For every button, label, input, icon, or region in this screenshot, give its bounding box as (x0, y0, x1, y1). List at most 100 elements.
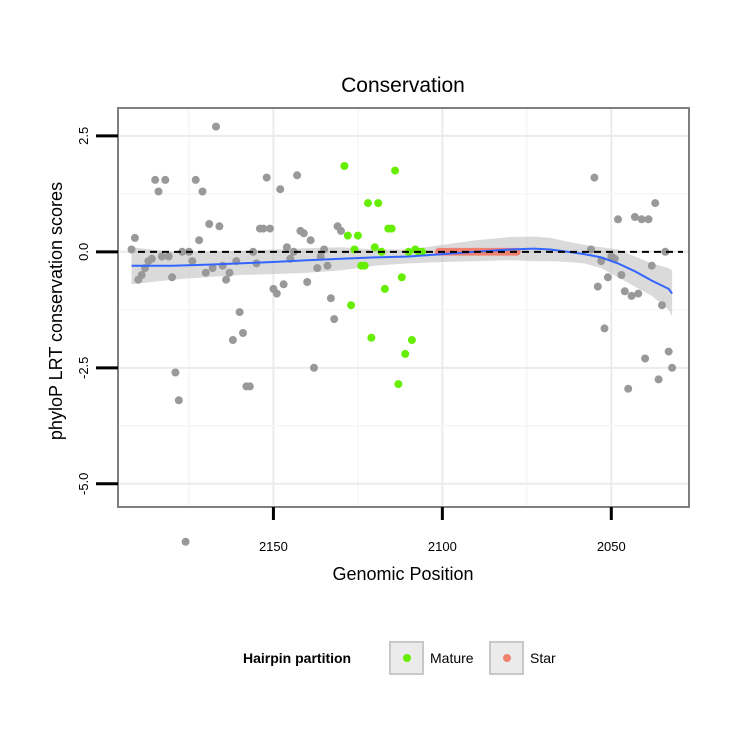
data-point-other (637, 215, 646, 224)
data-point-other (157, 252, 166, 261)
data-point-other (154, 187, 163, 196)
x-tick-label: 2100 (428, 539, 457, 554)
data-point-other (651, 199, 660, 208)
legend: Hairpin partition Mature Star (243, 641, 556, 675)
panel-background (118, 108, 689, 507)
data-point-other (310, 363, 318, 372)
data-point-mature (380, 284, 389, 293)
data-point-other (205, 220, 214, 228)
data-point-other (323, 261, 332, 270)
data-point-other (337, 226, 345, 235)
data-point-other (593, 282, 602, 291)
data-point-other (289, 247, 298, 256)
data-point-other (171, 368, 180, 377)
data-point-mature (407, 336, 416, 344)
data-point-mature (347, 301, 356, 310)
data-point-mature (394, 380, 403, 389)
data-point-other (161, 175, 170, 184)
data-point-mature (353, 231, 362, 240)
data-point-other (620, 287, 629, 296)
data-point-other (330, 315, 339, 324)
data-point-other (303, 278, 312, 286)
data-point-other (225, 268, 234, 277)
data-point-mature (391, 166, 400, 175)
data-point-other (215, 222, 224, 231)
data-point-other (228, 336, 237, 344)
data-point-mature (387, 224, 396, 233)
data-point-other (617, 271, 626, 279)
data-point-other (249, 247, 258, 256)
panel-border (117, 107, 690, 508)
x-axis-title: Genomic Position (332, 564, 473, 584)
data-point-other (624, 384, 633, 393)
data-point-other (212, 122, 220, 131)
data-point-other (188, 257, 197, 266)
data-point-mature (374, 199, 383, 208)
data-point-mature (367, 333, 376, 342)
data-point-other (127, 245, 136, 254)
plot-panel (117, 107, 690, 546)
legend-label-star: Star (530, 650, 556, 666)
data-point-other (658, 301, 666, 310)
data-point-other (313, 264, 322, 273)
data-point-mature (340, 162, 349, 170)
data-point-mature (370, 243, 379, 252)
data-point-other (600, 324, 609, 333)
data-point-other (262, 173, 271, 182)
data-point-other (276, 185, 285, 194)
chart-title: Conservation (341, 74, 465, 97)
data-point-other (245, 382, 254, 391)
data-point-other (641, 354, 650, 363)
legend-dot-mature (403, 654, 411, 662)
data-point-other (668, 363, 677, 372)
smooth-line (131, 247, 673, 295)
data-point-other (282, 243, 291, 252)
data-point-other (664, 347, 673, 356)
data-point-other (634, 289, 643, 298)
y-axis: 2.5 0.0 -2.5 -5.0 (76, 127, 118, 495)
data-point-other (198, 187, 207, 196)
data-point-other (661, 247, 670, 256)
legend-title: Hairpin partition (243, 650, 351, 666)
data-point-other (299, 229, 308, 238)
data-point-mature (397, 273, 406, 282)
legend-dot-star (503, 654, 511, 662)
data-point-other (627, 291, 636, 300)
data-point-other (316, 252, 325, 261)
data-point-other (191, 175, 200, 184)
data-point-other (272, 289, 281, 298)
y-axis-title: phyloP LRT conservation scores (46, 182, 66, 440)
data-point-other (235, 308, 244, 317)
data-point-other (630, 213, 639, 221)
x-tick-label: 2150 (259, 539, 288, 554)
data-point-other (266, 224, 274, 233)
data-point-other (130, 233, 139, 242)
data-point-other (259, 224, 268, 233)
data-point-other (168, 273, 177, 282)
data-point-other (137, 271, 146, 279)
y-tick-label: 0.0 (76, 243, 91, 261)
data-point-other (239, 329, 247, 337)
data-point-other (603, 273, 612, 282)
data-point-other (590, 173, 599, 182)
y-tick-label: 2.5 (76, 127, 91, 145)
data-point-other (208, 264, 217, 273)
x-tick-label: 2050 (597, 539, 626, 554)
data-point-other (218, 261, 227, 270)
legend-label-mature: Mature (430, 650, 474, 666)
data-point-other (174, 396, 183, 405)
data-point-other (326, 294, 335, 303)
data-point-other (178, 247, 187, 256)
data-point-other (201, 268, 210, 277)
x-axis: 2150 2100 2050 (259, 507, 626, 554)
data-point-other (647, 261, 656, 270)
y-tick-label: -2.5 (76, 357, 91, 379)
data-point-other (164, 252, 173, 261)
data-point-other (279, 280, 288, 289)
confidence-ribbon (131, 236, 673, 317)
data-point-other (644, 215, 653, 224)
data-point-other (293, 171, 302, 180)
data-point-mature (360, 261, 369, 270)
data-point-other (195, 236, 204, 245)
